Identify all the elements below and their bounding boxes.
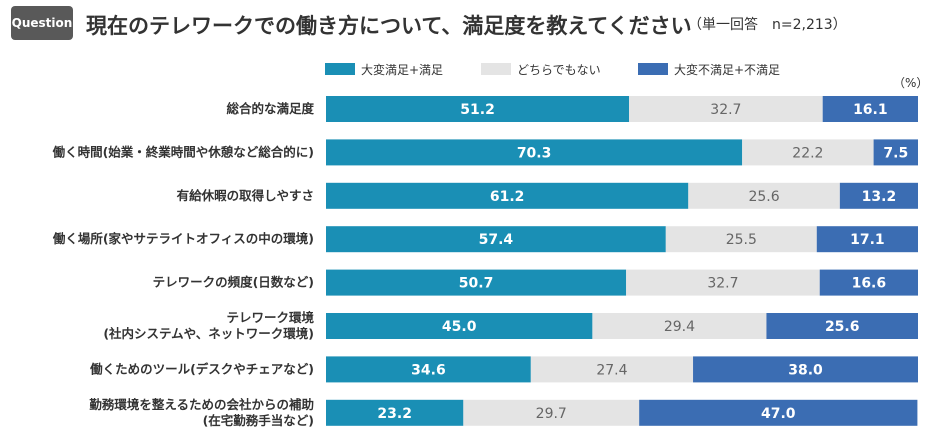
data-label-satisfied: 70.3 <box>517 145 552 161</box>
bar-segment-neutral <box>688 182 840 209</box>
category-label: 働くためのツール(デスクやチェアなど) <box>89 361 314 376</box>
category-label: 有給休暇の取得しやすさ <box>177 188 314 203</box>
bar-segment-satisfied <box>326 182 689 209</box>
data-label-dissatisfied: 7.5 <box>883 145 908 161</box>
data-label-dissatisfied: 38.0 <box>788 362 823 378</box>
legend-item-satisfied: 大変満足+満足 <box>325 60 443 78</box>
data-label-dissatisfied: 17.1 <box>850 232 885 248</box>
legend-swatch-satisfied <box>325 63 355 75</box>
data-label-satisfied: 45.0 <box>442 319 477 335</box>
data-label-satisfied: 51.2 <box>460 102 495 118</box>
bar-segment-neutral <box>592 313 767 339</box>
bar-segment-satisfied <box>326 399 464 426</box>
data-label-satisfied: 61.2 <box>490 189 525 205</box>
legend-label-satisfied: 大変満足+満足 <box>361 62 444 77</box>
legend-label-dissatisfied: 大変不満足+不満足 <box>674 62 781 77</box>
data-label-satisfied: 23.2 <box>377 406 412 422</box>
bar-segment-dissatisfied <box>766 313 918 339</box>
data-label-neutral: 29.7 <box>536 406 567 422</box>
data-label-neutral: 29.4 <box>664 319 695 335</box>
data-label-dissatisfied: 13.2 <box>862 189 897 205</box>
unit-label: （%） <box>893 76 929 90</box>
bar-segment-satisfied <box>326 96 630 122</box>
data-label-dissatisfied: 16.6 <box>852 276 887 292</box>
bar-segment-neutral <box>629 96 823 122</box>
bar-segment-satisfied <box>326 356 531 383</box>
category-label: テレワーク環境(社内システムや、ネットワーク環境) <box>103 310 314 341</box>
data-label-dissatisfied: 25.6 <box>825 319 860 335</box>
question-badge: Question <box>11 6 73 40</box>
legend-swatch-neutral <box>481 63 511 75</box>
bar-segment-neutral <box>665 226 817 253</box>
legend-item-neutral: どちらでもない <box>481 60 601 78</box>
bar-segment-satisfied <box>326 269 627 296</box>
legend-label-neutral: どちらでもない <box>517 62 601 77</box>
data-label-neutral: 32.7 <box>710 102 741 118</box>
bar-segment-satisfied <box>326 226 666 253</box>
data-label-satisfied: 50.7 <box>459 276 494 292</box>
bar-segment-dissatisfied <box>693 356 918 383</box>
data-label-satisfied: 34.6 <box>411 362 446 378</box>
data-label-dissatisfied: 16.1 <box>853 102 888 118</box>
bar-segment-neutral <box>742 139 874 166</box>
category-label: 働く場所(家やサテライトオフィスの中の環境) <box>52 231 314 246</box>
category-label: 総合的な満足度 <box>226 101 314 116</box>
category-label: 働く時間(始業・終業時間や休憩など総合的に) <box>52 144 314 159</box>
bar-segment-dissatisfied <box>873 139 918 166</box>
data-label-neutral: 27.4 <box>596 362 627 378</box>
data-label-neutral: 22.2 <box>792 145 823 161</box>
data-label-dissatisfied: 47.0 <box>761 406 796 422</box>
bar-segment-neutral <box>530 356 694 383</box>
bar-segment-dissatisfied <box>822 96 918 122</box>
bar-segment-satisfied <box>326 313 593 339</box>
category-label: 勤務環境を整えるための会社からの補助(在宅勤務手当など) <box>89 397 314 428</box>
bar-segment-dissatisfied <box>639 399 918 426</box>
bar-segment-dissatisfied <box>819 269 918 296</box>
bar-segment-neutral <box>626 269 820 296</box>
bar-segment-neutral <box>463 399 640 426</box>
bar-segment-dissatisfied <box>816 226 918 253</box>
bar-segment-dissatisfied <box>839 182 918 209</box>
data-label-neutral: 25.5 <box>726 232 757 248</box>
data-label-satisfied: 57.4 <box>479 232 514 248</box>
legend-item-dissatisfied: 大変不満足+不満足 <box>638 60 780 78</box>
category-label: テレワークの頻度(日数など) <box>153 275 314 290</box>
respondent-count: （単一回答 n=2,213） <box>688 17 847 33</box>
legend-swatch-dissatisfied <box>638 63 668 75</box>
data-label-neutral: 32.7 <box>707 276 738 292</box>
page-title: 現在のテレワークでの働き方について、満足度を教えてください <box>86 14 692 38</box>
data-label-neutral: 25.6 <box>748 189 779 205</box>
bar-segment-satisfied <box>326 139 743 166</box>
